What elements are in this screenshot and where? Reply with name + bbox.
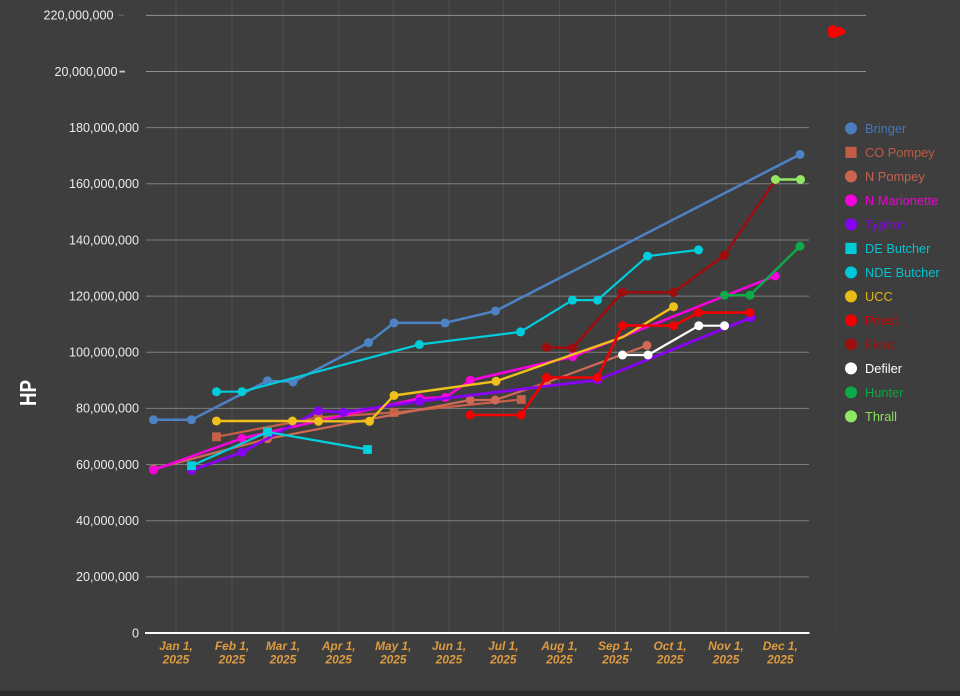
- svg-text:UCC: UCC: [865, 289, 893, 304]
- svg-text:Dec 1,: Dec 1,: [763, 639, 798, 653]
- svg-text:Sep 1,: Sep 1,: [598, 639, 633, 653]
- svg-text:Fiend: Fiend: [865, 337, 897, 352]
- svg-text:May 1,: May 1,: [375, 639, 411, 653]
- svg-text:2025: 2025: [269, 653, 297, 667]
- svg-text:60,000,000: 60,000,000: [76, 458, 139, 472]
- svg-text:Jul 1,: Jul 1,: [488, 639, 518, 653]
- svg-text:Mar 1,: Mar 1,: [266, 639, 300, 653]
- svg-text:2025: 2025: [766, 653, 794, 667]
- svg-text:Bringer: Bringer: [865, 121, 907, 136]
- svg-text:2025: 2025: [218, 653, 246, 667]
- svg-text:Hunter: Hunter: [865, 385, 904, 400]
- svg-text:2025: 2025: [162, 653, 190, 667]
- svg-text:2025: 2025: [435, 653, 463, 667]
- svg-text:20,000,000: 20,000,000: [76, 570, 139, 584]
- svg-text:0: 0: [132, 626, 139, 640]
- svg-text:2025: 2025: [379, 653, 407, 667]
- svg-text:N Pompey: N Pompey: [865, 169, 925, 184]
- svg-text:HP: HP: [15, 380, 41, 406]
- svg-text:Jan 1,: Jan 1,: [159, 639, 193, 653]
- svg-text:Typhon: Typhon: [865, 217, 907, 232]
- svg-text:Feb 1,: Feb 1,: [215, 639, 249, 653]
- svg-text:Priest: Priest: [865, 313, 898, 328]
- svg-text:Nov 1,: Nov 1,: [708, 639, 744, 653]
- svg-text:40,000,000: 40,000,000: [76, 514, 139, 528]
- svg-text:20,000,000: 20,000,000: [54, 65, 117, 79]
- svg-text:2025: 2025: [545, 653, 573, 667]
- svg-text:Oct 1,: Oct 1,: [653, 639, 686, 653]
- svg-text:80,000,000: 80,000,000: [76, 402, 139, 416]
- svg-text:220,000,000: 220,000,000: [43, 9, 113, 23]
- svg-text:140,000,000: 140,000,000: [69, 233, 139, 247]
- svg-text:Defiler: Defiler: [865, 361, 903, 376]
- svg-text:2025: 2025: [601, 653, 629, 667]
- svg-text:NDE Butcher: NDE Butcher: [865, 265, 940, 280]
- svg-text:DE Butcher: DE Butcher: [865, 241, 931, 256]
- svg-text:CO Pompey: CO Pompey: [865, 145, 935, 160]
- svg-text:100,000,000: 100,000,000: [69, 346, 139, 360]
- svg-text:160,000,000: 160,000,000: [69, 177, 139, 191]
- svg-text:N Marionette: N Marionette: [865, 193, 938, 208]
- svg-text:Thrall: Thrall: [865, 409, 897, 424]
- svg-text:180,000,000: 180,000,000: [69, 121, 139, 135]
- svg-text:120,000,000: 120,000,000: [69, 289, 139, 303]
- svg-text:Aug 1,: Aug 1,: [540, 639, 577, 653]
- svg-text:Jun 1,: Jun 1,: [432, 639, 466, 653]
- svg-text:2025: 2025: [656, 653, 684, 667]
- svg-text:Apr 1,: Apr 1,: [321, 639, 356, 653]
- svg-text:2025: 2025: [324, 653, 352, 667]
- svg-text:2025: 2025: [489, 653, 517, 667]
- svg-text:2025: 2025: [712, 653, 740, 667]
